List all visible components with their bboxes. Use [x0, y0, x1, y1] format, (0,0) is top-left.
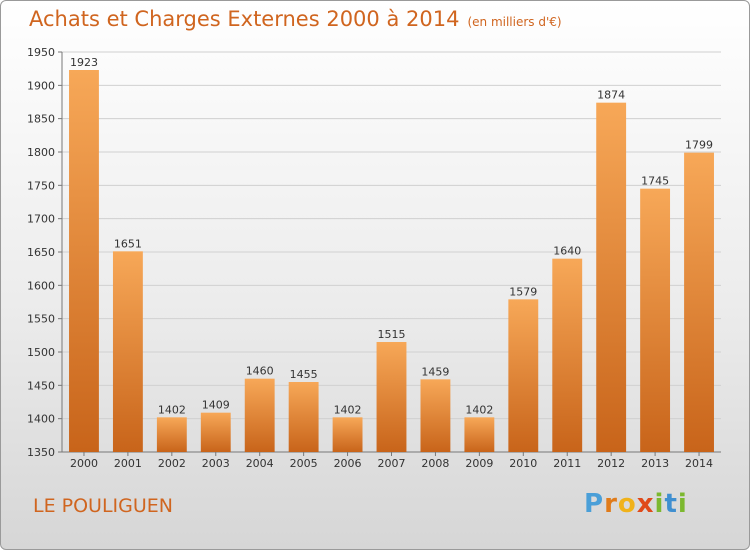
x-tick-label: 2002 [158, 457, 186, 470]
data-label: 1459 [421, 365, 449, 378]
y-tick-label: 1450 [27, 379, 55, 392]
bar [464, 417, 495, 452]
data-label: 1651 [114, 237, 142, 250]
bar [420, 379, 451, 452]
x-tick-label: 2014 [685, 457, 713, 470]
logo-letter: i [654, 489, 665, 519]
data-label: 1640 [553, 245, 581, 258]
data-label: 1455 [290, 368, 318, 381]
chart-title-text: Achats et Charges Externes 2000 à 2014 [29, 7, 460, 31]
x-tick-label: 2000 [70, 457, 98, 470]
x-tick-label: 2011 [553, 457, 581, 470]
bar [376, 342, 407, 452]
logo-letter: i [677, 489, 688, 519]
bar [112, 251, 143, 452]
y-tick-label: 1850 [27, 113, 55, 126]
data-label: 1874 [597, 89, 625, 102]
x-tick-label: 2010 [509, 457, 537, 470]
data-label: 1799 [685, 139, 713, 152]
bar [552, 258, 583, 452]
logo-letter: P [584, 489, 605, 519]
y-tick-label: 1800 [27, 146, 55, 159]
location-label: LE POULIGUEN [33, 495, 173, 517]
x-tick-label: 2006 [334, 457, 362, 470]
data-label: 1402 [158, 403, 186, 416]
logo-letter: r [604, 489, 618, 519]
y-tick-label: 1500 [27, 346, 55, 359]
chart-title: Achats et Charges Externes 2000 à 2014 (e… [29, 7, 562, 31]
bar [596, 102, 627, 453]
x-tick-label: 2003 [202, 457, 230, 470]
y-tick-label: 1900 [27, 79, 55, 92]
y-tick-label: 1750 [27, 179, 55, 192]
data-label: 1402 [334, 403, 362, 416]
x-tick-label: 2013 [641, 457, 669, 470]
y-tick-label: 1600 [27, 279, 55, 292]
x-tick-label: 2009 [465, 457, 493, 470]
data-label: 1402 [465, 403, 493, 416]
x-tick-label: 2012 [597, 457, 625, 470]
logo-letter: x [636, 489, 655, 519]
bar [332, 417, 363, 452]
proxiti-logo[interactable]: Proxiti [584, 489, 688, 519]
x-tick-label: 2008 [421, 457, 449, 470]
x-tick-label: 2007 [378, 457, 406, 470]
data-label: 1923 [70, 56, 98, 69]
bar [156, 417, 187, 452]
logo-letter: t [664, 489, 678, 519]
y-tick-label: 1650 [27, 246, 55, 259]
y-tick-label: 1400 [27, 413, 55, 426]
y-tick-label: 1950 [27, 46, 55, 59]
y-tick-label: 1350 [27, 446, 55, 459]
labels: 1350 1400 1450 1500 1550 1600 1650 1700 1750 1800… [27, 46, 713, 470]
y-tick-label: 1550 [27, 313, 55, 326]
bar [200, 412, 231, 452]
data-label: 1460 [246, 365, 274, 378]
x-tick-label: 2004 [246, 457, 274, 470]
logo-letter: o [617, 489, 637, 519]
x-tick-label: 2001 [114, 457, 142, 470]
data-label: 1515 [378, 328, 406, 341]
bar [640, 188, 671, 452]
bar [244, 378, 275, 452]
bar [69, 70, 99, 452]
bar [288, 382, 319, 452]
chart-subtitle: (en milliers d'€) [467, 15, 562, 29]
bar [684, 152, 714, 452]
y-tick-label: 1700 [27, 213, 55, 226]
data-label: 1409 [202, 399, 230, 412]
x-tick-label: 2005 [290, 457, 318, 470]
bar [508, 299, 539, 452]
data-label: 1745 [641, 175, 669, 188]
data-label: 1579 [509, 285, 537, 298]
bars [69, 70, 714, 453]
